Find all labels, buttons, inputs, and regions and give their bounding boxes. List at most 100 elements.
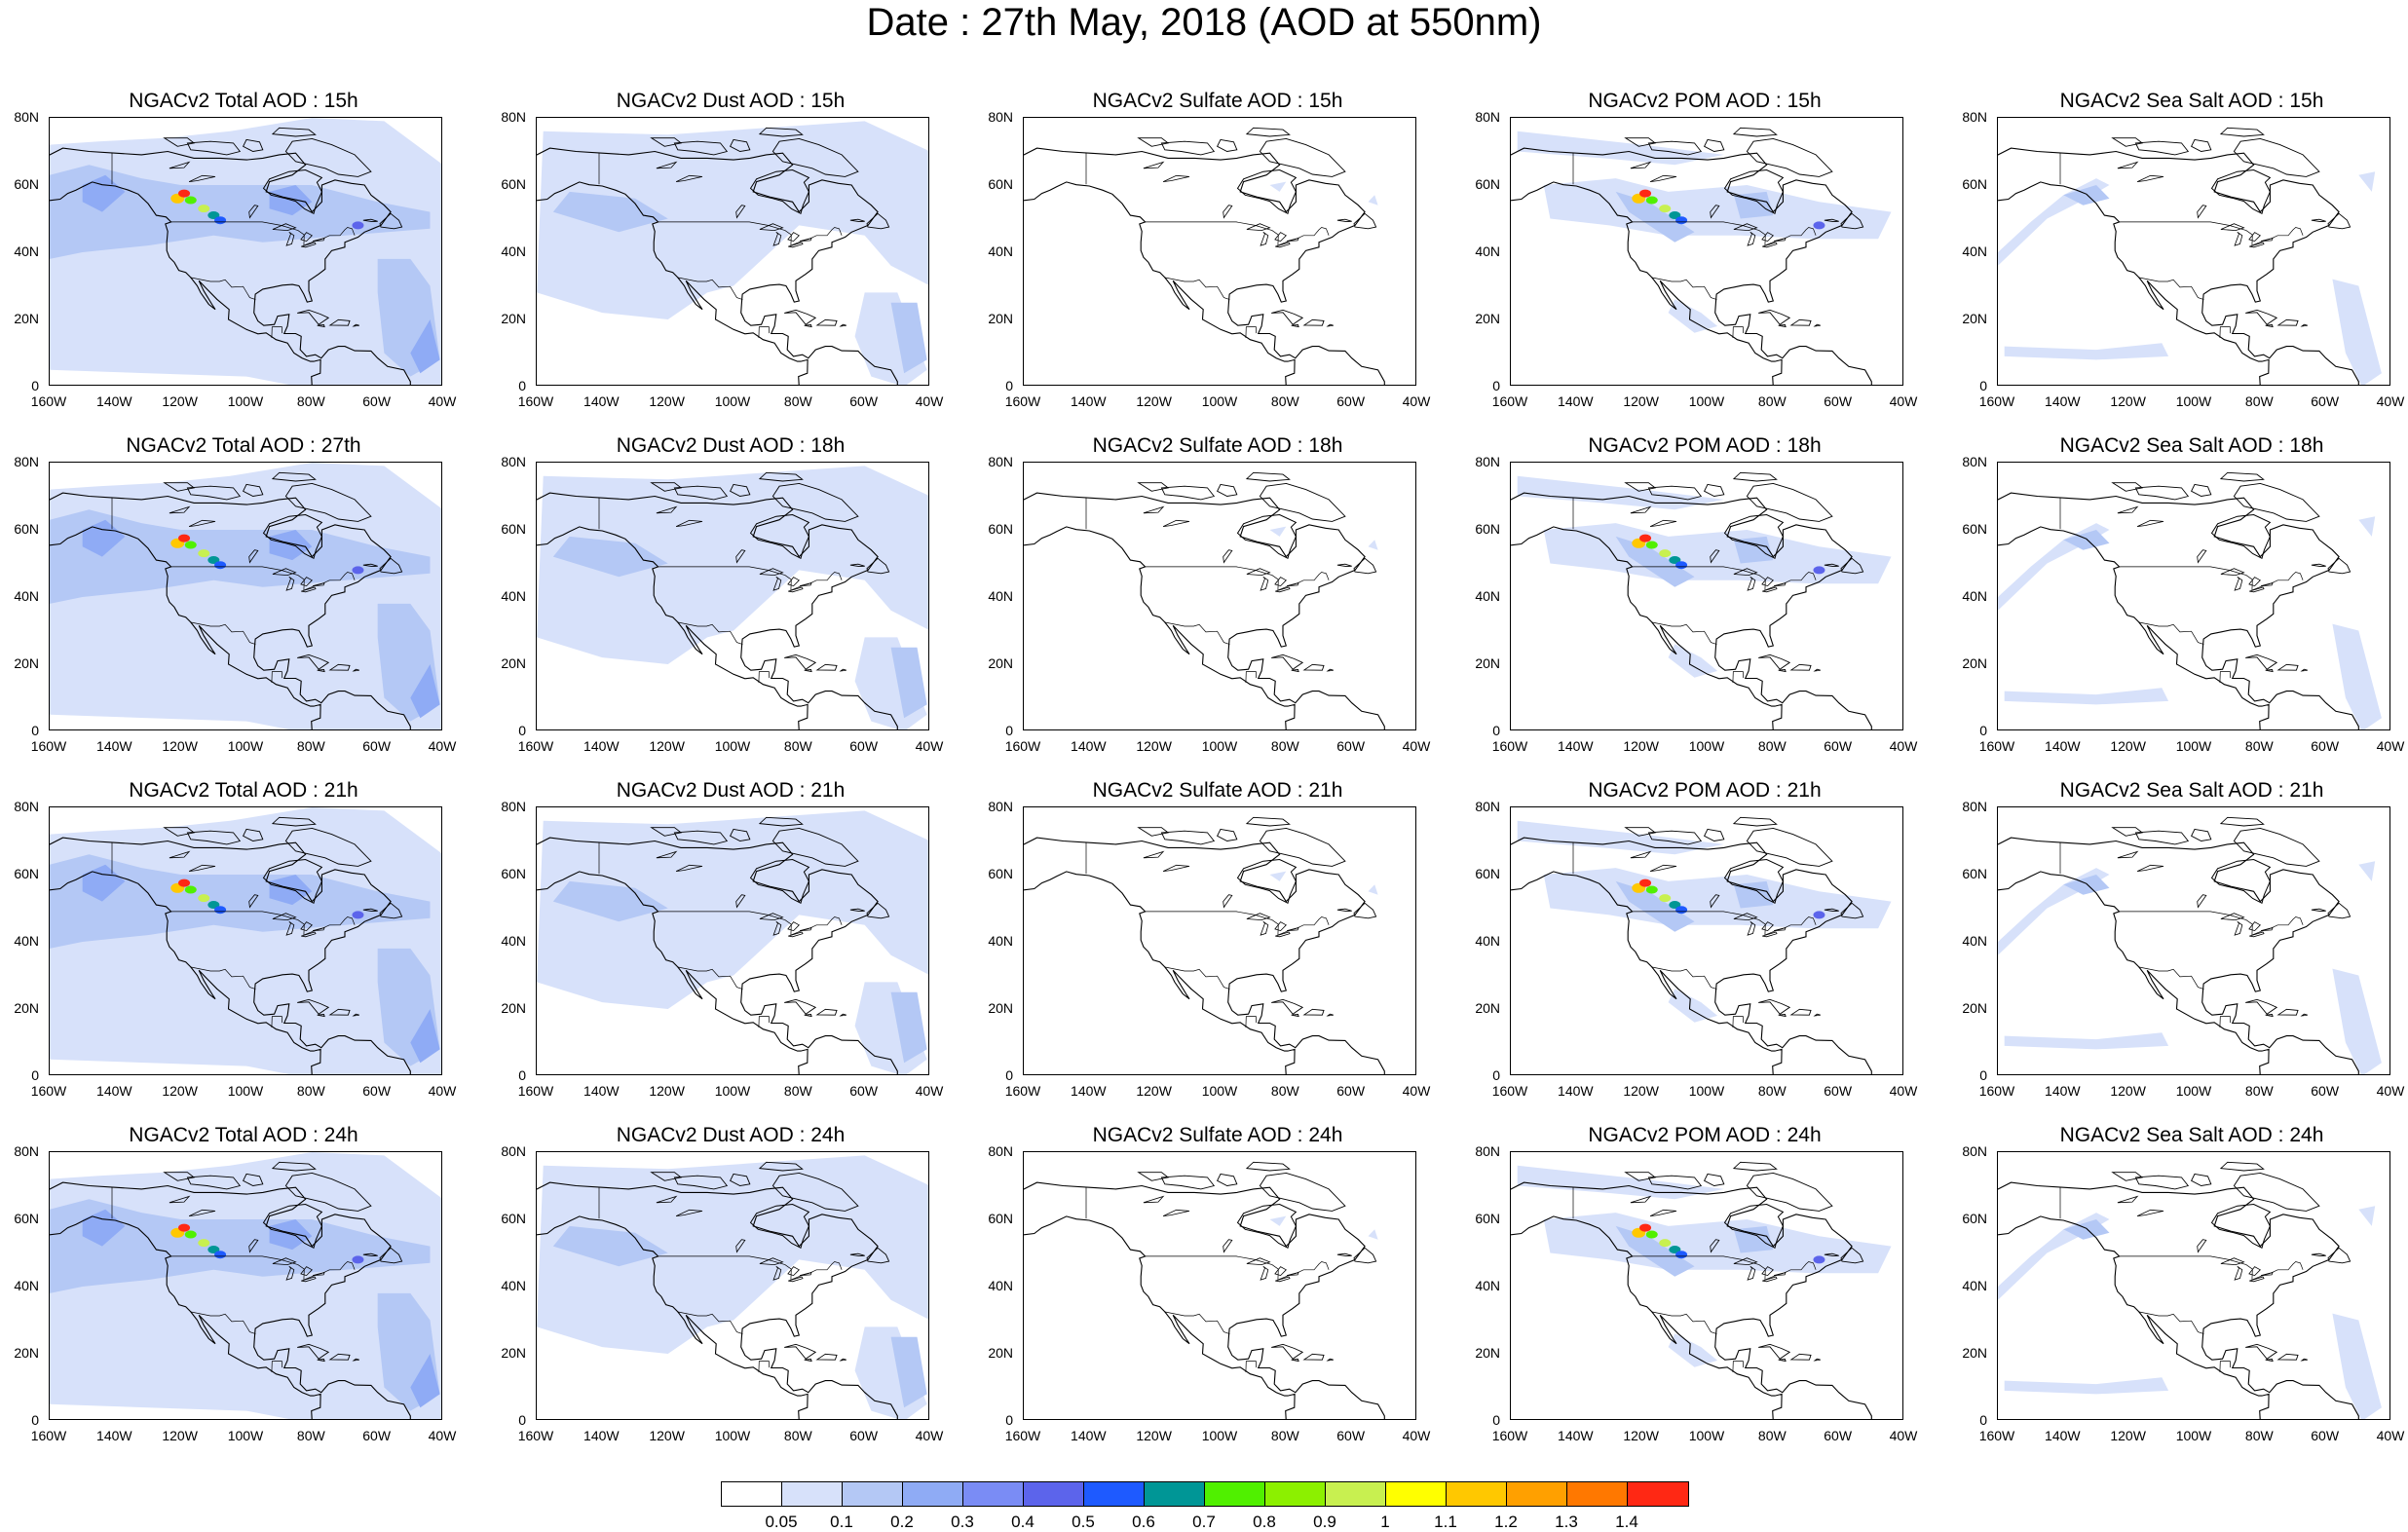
aod-fill [50, 1152, 441, 1419]
latitude-label: 0 [1005, 723, 1013, 738]
map-panel: NGACv2 Dust AOD : 18h 80N 60N 40N 20N 0 160W 14… [487, 345, 974, 754]
longitude-label: 140W [583, 1083, 620, 1099]
colorbar-tick-label: 0.4 [1011, 1513, 1035, 1531]
coastlines [537, 471, 898, 729]
latitude-label: 40N [988, 1278, 1013, 1293]
map-canvas [50, 463, 441, 729]
longitude-label: 40W [915, 1428, 944, 1443]
latitude-label: 80N [14, 109, 39, 125]
latitude-label: 40N [988, 243, 1013, 259]
map-canvas [50, 118, 441, 385]
smoke-plume [170, 189, 364, 230]
longitude-label: 60W [2311, 738, 2340, 754]
longitude-label: 140W [2045, 1083, 2081, 1099]
longitude-label: 60W [2311, 393, 2340, 409]
aod-fill [537, 466, 928, 729]
aod-fill [537, 1155, 928, 1419]
panel-title: NGACv2 Sulfate AOD : 21h [1092, 779, 1343, 802]
map-canvas [1024, 816, 1385, 1074]
coastlines [1998, 1161, 2359, 1419]
latitude-label: 0 [1979, 1067, 1987, 1083]
colorbar-tick-label: 1.1 [1434, 1513, 1457, 1531]
latitude-label: 0 [1979, 378, 1987, 393]
colorbar-tick-label: 0.2 [890, 1513, 914, 1531]
aod-map [1997, 462, 2390, 730]
longitude-label: 60W [362, 1428, 392, 1443]
longitude-label: 40W [1402, 1083, 1431, 1099]
map-canvas [1024, 127, 1385, 385]
map-panel: NGACv2 Sea Salt AOD : 24h 80N 60N 40N 20N 0 16… [1948, 1034, 2408, 1443]
panel-title: NGACv2 POM AOD : 15h [1588, 90, 1822, 112]
longitude-label: 100W [714, 393, 751, 409]
colorbar-tick-label: 0.3 [951, 1513, 974, 1531]
longitude-label: 100W [714, 1428, 751, 1443]
longitude-label: 160W [1004, 393, 1041, 409]
map-panel: NGACv2 Dust AOD : 21h 80N 60N 40N 20N 0 160W 14… [487, 690, 974, 1099]
longitude-label: 140W [96, 1428, 132, 1443]
aod-map [49, 806, 442, 1075]
panel-title: NGACv2 Total AOD : 15h [129, 90, 358, 112]
longitude-label: 40W [1402, 1428, 1431, 1443]
longitude-label: 40W [915, 738, 944, 754]
map-canvas [1998, 127, 2382, 385]
latitude-label: 40N [14, 243, 39, 259]
longitude-label: 60W [849, 393, 879, 409]
aod-colorbar [721, 1481, 1689, 1507]
latitude-label: 0 [1492, 378, 1500, 393]
aod-fill [1998, 171, 2382, 385]
longitude-label: 40W [1402, 738, 1431, 754]
map-panel: NGACv2 Total AOD : 24h 80N 60N 40N 20N 0 160W 1… [0, 1034, 487, 1443]
coastlines [1024, 471, 1385, 729]
longitude-label: 80W [2244, 738, 2274, 754]
coastlines [1998, 816, 2359, 1074]
longitude-label: 80W [2244, 1083, 2274, 1099]
longitude-label: 80W [296, 1083, 325, 1099]
longitude-label: 40W [2376, 1428, 2405, 1443]
panel-title: NGACv2 Sea Salt AOD : 18h [2059, 434, 2324, 457]
latitude-label: 80N [1962, 1143, 1987, 1159]
map-panel: NGACv2 Sulfate AOD : 15h 80N 60N 40N 20N 0 160… [974, 0, 1461, 409]
map-canvas [50, 807, 441, 1074]
latitude-label: 40N [14, 933, 39, 949]
longitude-label: 160W [517, 1428, 554, 1443]
latitude-label: 40N [1475, 933, 1500, 949]
longitude-label: 160W [30, 393, 67, 409]
latitude-label: 60N [988, 1211, 1013, 1226]
figure-title: Date : 27th May, 2018 (AOD at 550nm) [866, 1, 1542, 44]
latitude-label: 0 [518, 378, 526, 393]
latitude-label: 20N [14, 655, 39, 671]
latitude-label: 80N [988, 454, 1013, 469]
aod-map [1510, 806, 1903, 1075]
panel-title: NGACv2 Sea Salt AOD : 21h [2059, 779, 2324, 802]
coastlines [1511, 471, 1872, 729]
colorbar-box [1386, 1482, 1447, 1506]
latitude-label: 60N [988, 176, 1013, 192]
coastlines [50, 127, 411, 385]
latitude-label: 60N [1962, 521, 1987, 537]
latitude-label: 60N [1962, 176, 1987, 192]
longitude-label: 100W [2175, 1083, 2212, 1099]
aod-map [49, 1151, 442, 1420]
latitude-label: 40N [501, 588, 526, 604]
map-panel: NGACv2 POM AOD : 18h 80N 60N 40N 20N 0 160W 140… [1461, 345, 1948, 754]
aod-fill [537, 121, 928, 385]
panel-title: NGACv2 Sea Salt AOD : 15h [2059, 90, 2324, 112]
longitude-label: 140W [1558, 738, 1594, 754]
longitude-label: 160W [30, 1428, 67, 1443]
latitude-label: 20N [1475, 1345, 1500, 1361]
longitude-label: 100W [1688, 1083, 1725, 1099]
longitude-label: 80W [783, 1428, 812, 1443]
aod-fill [537, 810, 928, 1074]
panel-title: NGACv2 Total AOD : 24h [129, 1124, 358, 1146]
latitude-label: 60N [14, 866, 39, 881]
latitude-label: 60N [1475, 176, 1500, 192]
latitude-label: 0 [31, 378, 39, 393]
latitude-label: 80N [1475, 454, 1500, 469]
latitude-label: 0 [518, 723, 526, 738]
latitude-label: 80N [988, 1143, 1013, 1159]
colorbar-box [1205, 1482, 1265, 1506]
longitude-label: 100W [2175, 393, 2212, 409]
latitude-label: 0 [1005, 378, 1013, 393]
longitude-label: 120W [1136, 1428, 1172, 1443]
longitude-label: 100W [1688, 1428, 1725, 1443]
